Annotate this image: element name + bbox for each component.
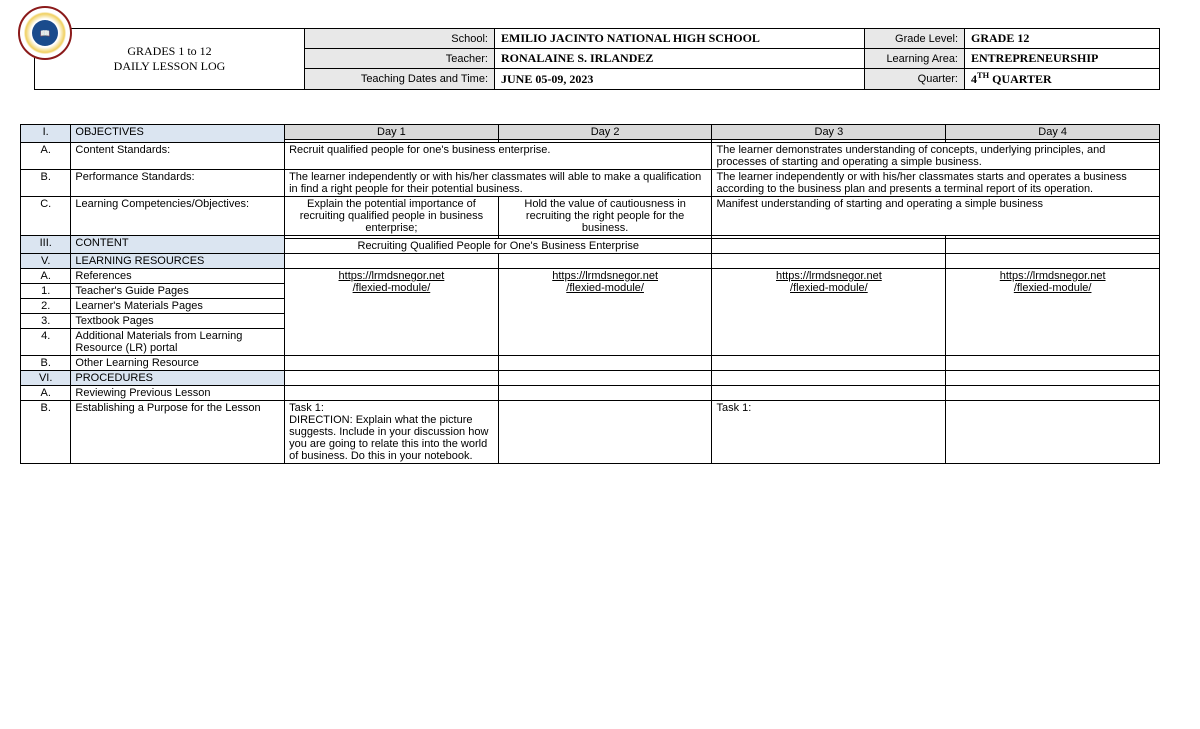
tgp-num: 1. [21, 284, 71, 299]
row-a-num: A. [21, 143, 71, 170]
blank [498, 386, 712, 401]
day1-header: Day 1 [285, 125, 499, 140]
value-dates: JUNE 05-09, 2023 [495, 69, 865, 90]
addl-label: Additional Materials from Learning Resou… [71, 329, 285, 356]
link-url: https://lrmdsnegor.net [339, 270, 445, 282]
dll-title: GRADES 1 to 12 DAILY LESSON LOG [35, 29, 305, 90]
blank [285, 254, 499, 269]
label-quarter: Quarter: [865, 69, 965, 90]
label-dates: Teaching Dates and Time: [305, 69, 495, 90]
sec-res-num: V. [21, 254, 71, 269]
link-path: /flexied-module/ [1014, 282, 1092, 294]
establish-d3: Task 1: [712, 401, 946, 464]
day4-header: Day 4 [946, 125, 1160, 140]
ref-num: A. [21, 269, 71, 284]
content-d12: Recruiting Qualified People for One's Bu… [285, 239, 712, 254]
blank [946, 401, 1160, 464]
link-path: /flexied-module/ [790, 282, 868, 294]
blank [498, 371, 712, 386]
link-url: https://lrmdsnegor.net [776, 270, 882, 282]
content-std-d12: Recruit qualified people for one's busin… [285, 143, 712, 170]
blank [712, 371, 946, 386]
header-info-table: GRADES 1 to 12 DAILY LESSON LOG School: … [34, 28, 1160, 90]
logo-inner: 📖 [32, 20, 58, 46]
blank [946, 371, 1160, 386]
link-path: /flexied-module/ [353, 282, 431, 294]
title-line1: GRADES 1 to 12 [127, 44, 211, 58]
content-std-d34: The learner demonstrates understanding o… [712, 143, 1160, 170]
link-path: /flexied-module/ [566, 282, 644, 294]
value-school: EMILIO JACINTO NATIONAL HIGH SCHOOL [495, 29, 865, 49]
establish-label: Establishing a Purpose for the Lesson [71, 401, 285, 464]
blank [712, 386, 946, 401]
blank [712, 356, 946, 371]
label-school: School: [305, 29, 495, 49]
row-c-num: C. [21, 197, 71, 236]
blank [285, 371, 499, 386]
review-num: A. [21, 386, 71, 401]
review-label: Reviewing Previous Lesson [71, 386, 285, 401]
row-b-label: Performance Standards: [71, 170, 285, 197]
link-url: https://lrmdsnegor.net [552, 270, 658, 282]
row-c-label: Learning Competencies/Objectives: [71, 197, 285, 236]
blank [946, 254, 1160, 269]
other-num: B. [21, 356, 71, 371]
blank [498, 401, 712, 464]
blank [712, 239, 946, 254]
value-quarter: 4TH QUARTER [965, 69, 1160, 90]
blank [285, 386, 499, 401]
label-teacher: Teacher: [305, 49, 495, 69]
day2-header: Day 2 [498, 125, 712, 140]
school-logo: 📖 [18, 6, 72, 60]
lc-d2: Hold the value of cautiousness in recrui… [498, 197, 712, 236]
blank [498, 254, 712, 269]
link-d4[interactable]: https://lrmdsnegor.net /flexied-module/ [946, 269, 1160, 356]
day3-header: Day 3 [712, 125, 946, 140]
perf-std-d34: The learner independently or with his/he… [712, 170, 1160, 197]
ref-label: References [71, 269, 285, 284]
label-grade: Grade Level: [865, 29, 965, 49]
lc-d34: Manifest understanding of starting and o… [712, 197, 1160, 236]
link-d1[interactable]: https://lrmdsnegor.net /flexied-module/ [285, 269, 499, 356]
establish-d1: Task 1: DIRECTION: Explain what the pict… [285, 401, 499, 464]
blank [712, 254, 946, 269]
other-label: Other Learning Resource [71, 356, 285, 371]
lc-d1: Explain the potential importance of recr… [285, 197, 499, 236]
link-url: https://lrmdsnegor.net [1000, 270, 1106, 282]
value-grade: GRADE 12 [965, 29, 1160, 49]
sec-content-label: CONTENT [71, 236, 285, 254]
value-teacher: RONALAINE S. IRLANDEZ [495, 49, 865, 69]
lesson-plan-table: I. OBJECTIVES Day 1 Day 2 Day 3 Day 4 A.… [20, 124, 1160, 464]
label-area: Learning Area: [865, 49, 965, 69]
sec-objectives-num: I. [21, 125, 71, 143]
sec-objectives-label: OBJECTIVES [71, 125, 285, 143]
perf-std-d12: The learner independently or with his/he… [285, 170, 712, 197]
blank [946, 386, 1160, 401]
lmp-label: Learner's Materials Pages [71, 299, 285, 314]
value-area: ENTREPRENEURSHIP [965, 49, 1160, 69]
lmp-num: 2. [21, 299, 71, 314]
link-d2[interactable]: https://lrmdsnegor.net /flexied-module/ [498, 269, 712, 356]
sec-content-num: III. [21, 236, 71, 254]
addl-num: 4. [21, 329, 71, 356]
establish-num: B. [21, 401, 71, 464]
blank [946, 239, 1160, 254]
link-d3[interactable]: https://lrmdsnegor.net /flexied-module/ [712, 269, 946, 356]
tbp-num: 3. [21, 314, 71, 329]
sec-res-label: LEARNING RESOURCES [71, 254, 285, 269]
tgp-label: Teacher's Guide Pages [71, 284, 285, 299]
title-line2: DAILY LESSON LOG [114, 59, 226, 73]
row-b-num: B. [21, 170, 71, 197]
sec-proc-label: PROCEDURES [71, 371, 285, 386]
tbp-label: Textbook Pages [71, 314, 285, 329]
blank [285, 356, 499, 371]
blank [946, 356, 1160, 371]
sec-proc-num: VI. [21, 371, 71, 386]
blank [498, 356, 712, 371]
row-a-label: Content Standards: [71, 143, 285, 170]
